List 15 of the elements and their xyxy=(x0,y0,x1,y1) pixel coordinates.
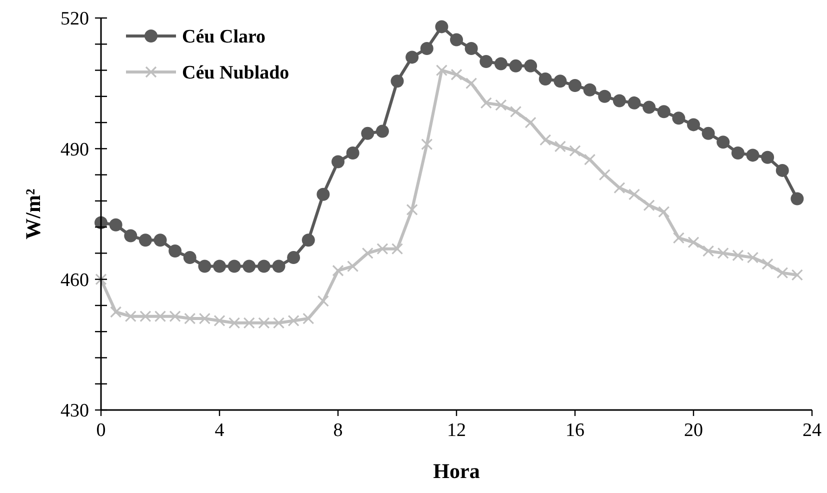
x-tick-label: 16 xyxy=(566,420,584,441)
y-tick-label: 490 xyxy=(60,139,89,160)
x-tick-label: 8 xyxy=(333,420,343,441)
x-axis-title: Hora xyxy=(433,459,480,483)
y-axis-title: W/m² xyxy=(21,188,45,240)
legend-label: Céu Nublado xyxy=(182,62,290,84)
x-tick-label: 0 xyxy=(96,420,106,441)
x-tick-label: 12 xyxy=(447,420,466,441)
x-tick-label: 20 xyxy=(684,420,703,441)
y-tick-label: 430 xyxy=(60,400,89,422)
legend-label: Céu Claro xyxy=(182,26,266,48)
y-tick-label: 460 xyxy=(60,270,89,291)
x-tick-label: 4 xyxy=(214,420,225,441)
y-tick-label: 520 xyxy=(60,8,89,30)
x-tick-label: 24 xyxy=(802,420,822,441)
